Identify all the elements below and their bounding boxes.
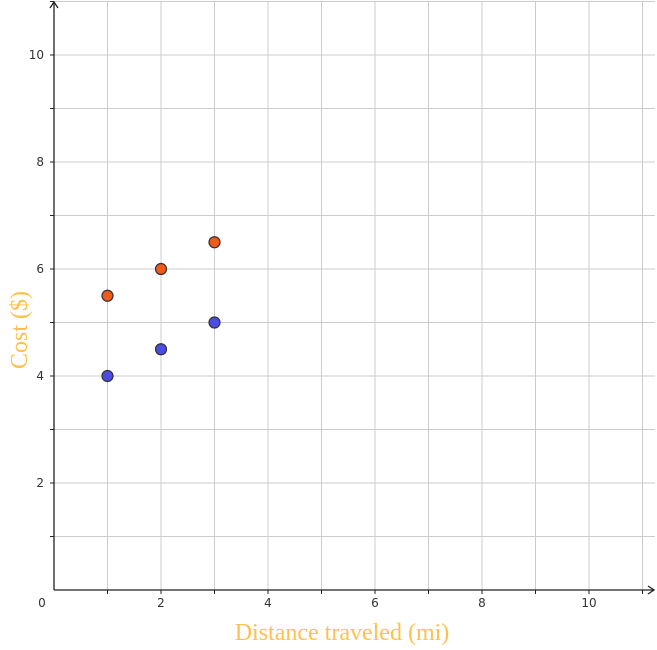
data-points bbox=[101, 236, 221, 383]
x-axis-arrow bbox=[647, 585, 656, 595]
grid-lines bbox=[54, 1, 655, 590]
y-tick-label: 2 bbox=[36, 476, 44, 490]
x-tick-label: 0 bbox=[38, 596, 46, 610]
y-tick-label: 8 bbox=[36, 155, 44, 169]
orange-data-point bbox=[154, 262, 168, 276]
axes bbox=[49, 0, 656, 595]
x-tick-label: 6 bbox=[371, 596, 379, 610]
blue-data-point bbox=[154, 343, 168, 356]
x-tick-label: 2 bbox=[157, 596, 165, 610]
y-axis-title: Cost ($) bbox=[7, 291, 33, 369]
y-tick-label: 4 bbox=[36, 369, 44, 383]
x-axis-title: Distance traveled (mi) bbox=[235, 620, 450, 646]
x-tick-label: 10 bbox=[581, 596, 596, 610]
tick-labels: 0 2 4 6 8 10 2 4 6 8 10 bbox=[29, 48, 597, 610]
y-tick-label: 10 bbox=[29, 48, 44, 62]
x-tick-label: 8 bbox=[478, 596, 486, 610]
x-tick-label: 4 bbox=[264, 596, 272, 610]
orange-data-point bbox=[208, 236, 221, 249]
blue-data-point bbox=[101, 369, 114, 383]
orange-data-point bbox=[101, 289, 114, 302]
blue-data-point bbox=[208, 316, 221, 329]
y-tick-label: 6 bbox=[36, 262, 44, 276]
